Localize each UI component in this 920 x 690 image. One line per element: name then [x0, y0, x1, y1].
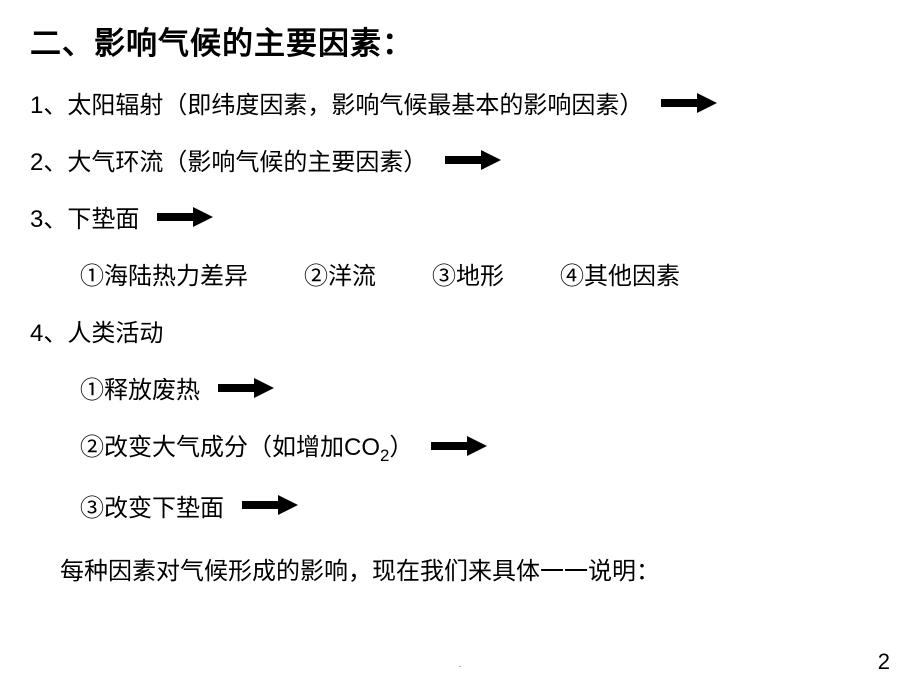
item-3: 3、下垫面: [30, 199, 890, 234]
slide-title: 二、影响气候的主要因素：: [30, 18, 890, 63]
item-4-sub-1-text: ①释放废热: [80, 370, 200, 405]
item-4-sub-1: ①释放废热: [30, 370, 890, 405]
page-dot: .: [459, 659, 462, 670]
page-number: 2: [878, 649, 890, 675]
item-3-sub-2: ②洋流: [304, 256, 376, 291]
item-3-sub-1: ①海陆热力差异: [80, 256, 248, 291]
arrow-icon: [445, 150, 501, 170]
item-4-text: 4、人类活动: [30, 313, 163, 348]
item-3-text: 3、下垫面: [30, 199, 139, 234]
arrow-icon: [661, 93, 717, 113]
item-3-subitems: ①海陆热力差异 ②洋流 ③地形 ④其他因素: [30, 256, 890, 291]
item-1: 1、太阳辐射（即纬度因素，影响气候最基本的影响因素）: [30, 85, 890, 120]
item-4: 4、人类活动: [30, 313, 890, 348]
item-1-text: 1、太阳辐射（即纬度因素，影响气候最基本的影响因素）: [30, 85, 643, 120]
item-3-sub-4: ④其他因素: [560, 256, 680, 291]
arrow-icon: [218, 378, 274, 398]
footer-text: 每种因素对气候形成的影响，现在我们来具体一一说明：: [30, 551, 890, 586]
item-4-sub-2-text: ②改变大气成分（如增加CO2）: [80, 427, 413, 466]
arrow-icon: [431, 436, 487, 456]
item-2-text: 2、大气环流（影响气候的主要因素）: [30, 142, 427, 177]
arrow-icon: [157, 207, 213, 227]
item-3-sub-3: ③地形: [432, 256, 504, 291]
item-4-sub-3-text: ③改变下垫面: [80, 488, 224, 523]
item-2: 2、大气环流（影响气候的主要因素）: [30, 142, 890, 177]
item-4-sub-2: ②改变大气成分（如增加CO2）: [30, 427, 890, 466]
item-4-sub-3: ③改变下垫面: [30, 488, 890, 523]
arrow-icon: [242, 495, 298, 515]
